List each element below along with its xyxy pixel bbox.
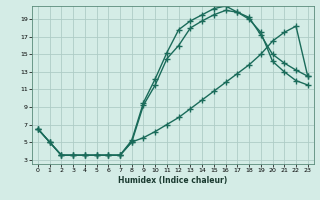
X-axis label: Humidex (Indice chaleur): Humidex (Indice chaleur) [118, 176, 228, 185]
